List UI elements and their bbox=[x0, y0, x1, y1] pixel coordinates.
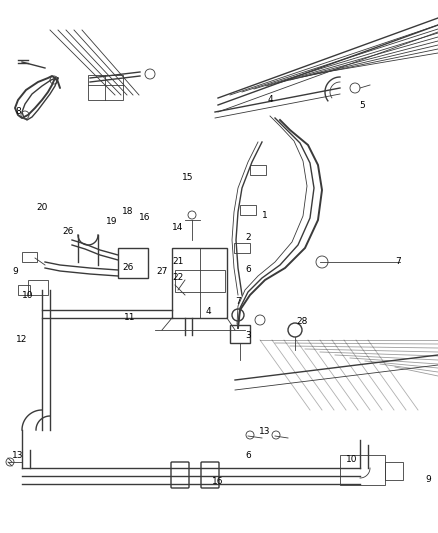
Text: 19: 19 bbox=[106, 217, 118, 227]
Text: 2: 2 bbox=[245, 233, 251, 243]
Text: 12: 12 bbox=[16, 335, 28, 344]
Text: 22: 22 bbox=[173, 273, 184, 282]
Text: 10: 10 bbox=[22, 290, 34, 300]
Text: 4: 4 bbox=[267, 95, 273, 104]
Text: 26: 26 bbox=[62, 228, 74, 237]
Text: 3: 3 bbox=[245, 332, 251, 341]
Text: 9: 9 bbox=[12, 268, 18, 277]
Text: 27: 27 bbox=[156, 268, 168, 277]
Text: 4: 4 bbox=[205, 308, 211, 317]
Text: 15: 15 bbox=[182, 174, 194, 182]
Text: 7: 7 bbox=[235, 297, 241, 306]
Text: 16: 16 bbox=[139, 214, 151, 222]
Text: 21: 21 bbox=[172, 257, 184, 266]
Text: 6: 6 bbox=[245, 265, 251, 274]
Text: 8: 8 bbox=[15, 108, 21, 117]
Text: 13: 13 bbox=[12, 450, 24, 459]
Text: 7: 7 bbox=[395, 257, 401, 266]
Text: 28: 28 bbox=[297, 318, 307, 327]
Text: 5: 5 bbox=[359, 101, 365, 109]
Text: 10: 10 bbox=[346, 456, 358, 464]
Text: 1: 1 bbox=[262, 211, 268, 220]
Text: 6: 6 bbox=[245, 451, 251, 461]
Text: 14: 14 bbox=[172, 223, 184, 232]
Text: 18: 18 bbox=[122, 207, 134, 216]
Text: 9: 9 bbox=[425, 475, 431, 484]
Text: 20: 20 bbox=[36, 204, 48, 213]
Text: 11: 11 bbox=[124, 313, 136, 322]
Text: 13: 13 bbox=[259, 427, 271, 437]
Text: 16: 16 bbox=[212, 478, 224, 487]
Text: 26: 26 bbox=[122, 263, 134, 272]
